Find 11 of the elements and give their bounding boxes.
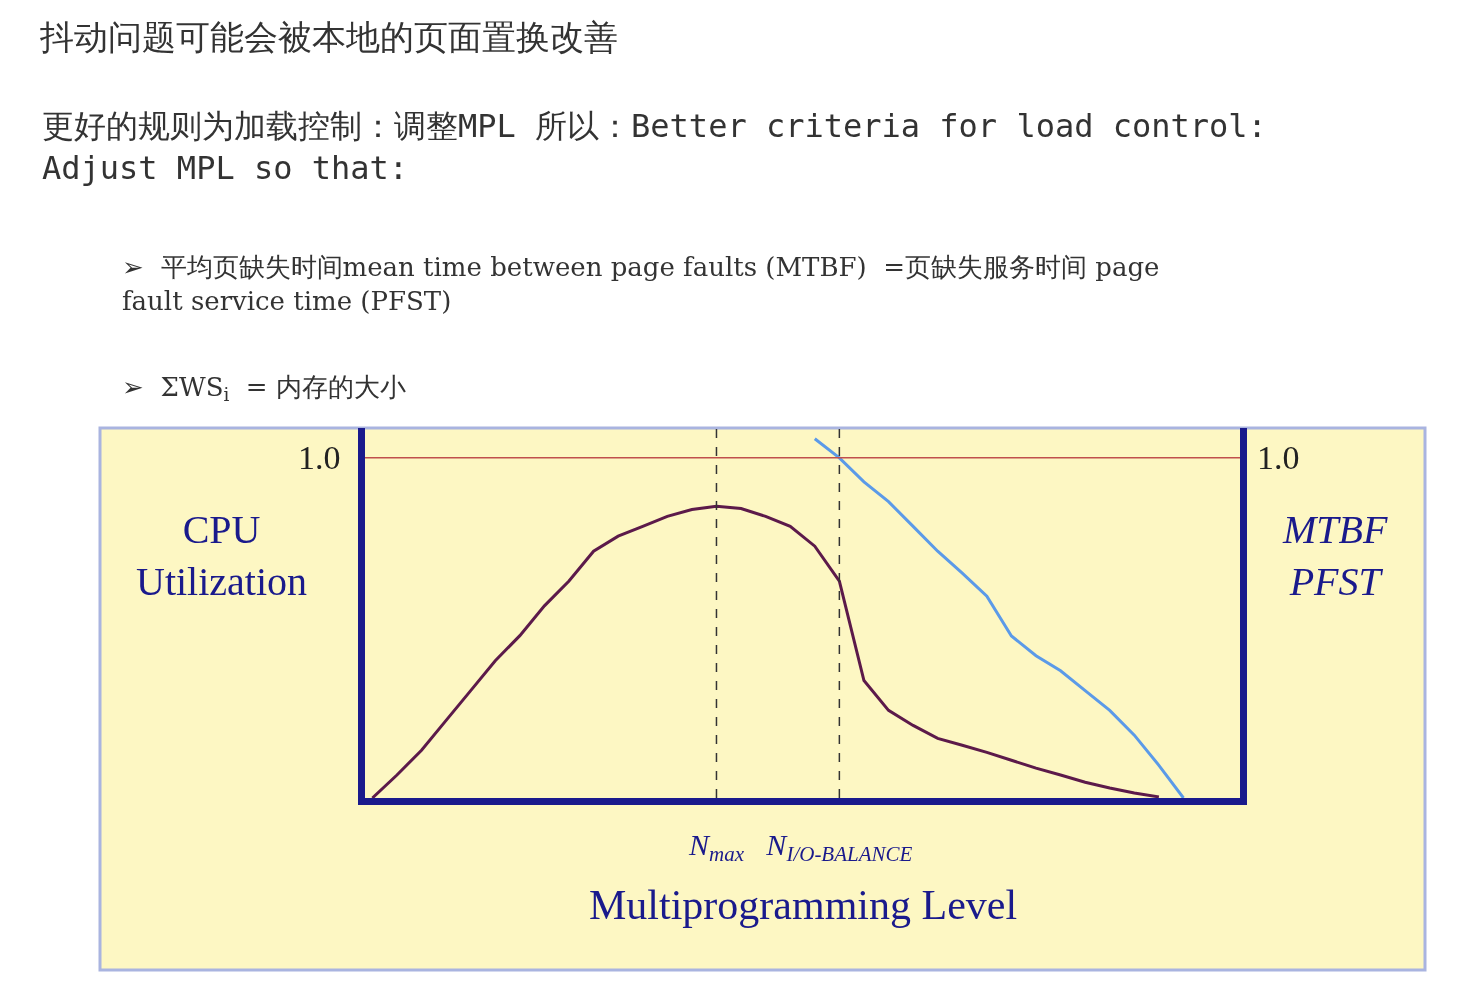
chart-title: 抖动问题可能会被本地的页面置换改善: [39, 16, 618, 57]
y-axis-title: CPU Utilization: [136, 507, 308, 604]
x-tick-label: N$_{max}$: [687, 828, 745, 867]
text: ➢ ΣWS$_{i}$ = 内存的大小: [122, 372, 406, 406]
text: 1.0: [298, 439, 341, 476]
y2-axis-title: MTBF PFST: [1282, 507, 1388, 604]
x-tick-label: N$_{I/O-BALANCE}$: [765, 828, 913, 867]
text: ➢ 平均页缺失时间mean time between page faults (MTBF) =页缺失服务时间 page fault service time (PFST): [122, 252, 1160, 316]
text: 1.0: [1257, 439, 1300, 476]
chart-subtitle: 更好的规则为加载控制：调整MPL 所以：Better criteria for load control: Adjust MPL so that:: [42, 107, 1267, 187]
x-axis-title: Multiprogramming Level: [589, 882, 1018, 928]
